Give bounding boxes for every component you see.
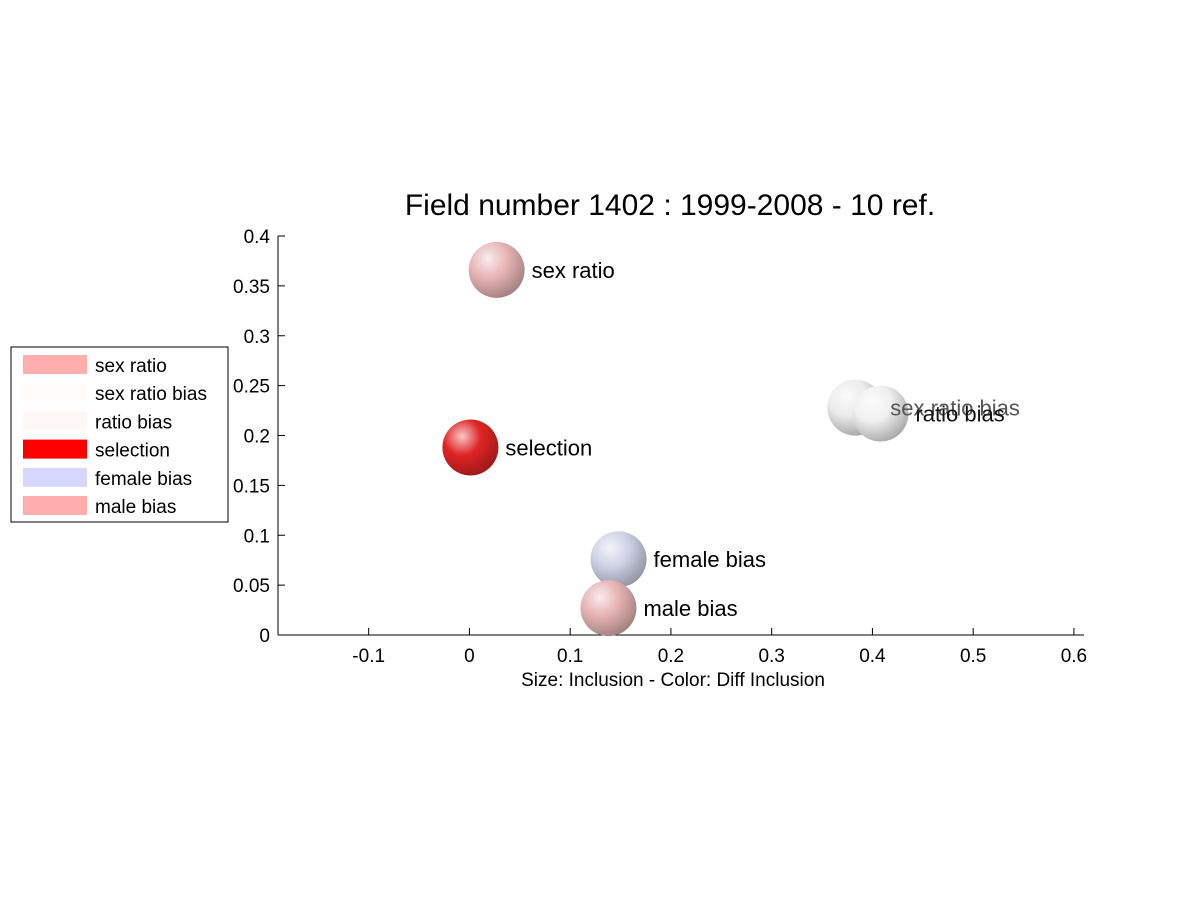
legend-entry: ratio bias	[95, 412, 172, 433]
data-point-selection	[442, 419, 499, 476]
chart-title: Field number 1402 : 1999-2008 - 10 ref.	[405, 189, 935, 222]
x-tick-label: 0.6	[1061, 646, 1087, 667]
point-label: sex ratio	[532, 258, 615, 283]
legend-box	[10, 346, 229, 523]
legend-swatch	[23, 383, 87, 403]
legend-swatch	[23, 467, 87, 487]
y-tick-label: 0.05	[233, 576, 270, 597]
legend-swatch	[23, 411, 87, 431]
point-label: female bias	[654, 547, 767, 572]
legend: sex ratio sex ratio bias ratio bias selecti…	[10, 346, 229, 523]
data-point-ratio-bias	[852, 385, 909, 442]
x-tick-label: 0.5	[960, 646, 986, 667]
y-tick-label: 0.3	[244, 327, 270, 348]
x-axis-title: Size: Inclusion - Color: Diff Inclusion	[521, 670, 825, 691]
point-label: selection	[505, 435, 592, 460]
y-tick-label: 0	[259, 626, 270, 647]
x-tick-label: -0.1	[352, 646, 385, 667]
x-tick-label: 0.4	[859, 646, 886, 667]
legend-entry: female bias	[95, 469, 192, 490]
legend-entry: sex ratio bias	[95, 384, 207, 405]
data-point-sex-ratio	[468, 241, 525, 298]
y-tick-label: 0.35	[233, 277, 270, 298]
y-tick-label: 0.2	[244, 427, 270, 448]
data-point-male-bias	[580, 580, 637, 637]
y-tick-label: 0.4	[244, 227, 271, 248]
legend-entry: male bias	[95, 497, 176, 518]
point-label: male bias	[643, 596, 737, 621]
x-tick-label: 0.1	[557, 646, 583, 667]
legend-swatch	[23, 355, 87, 374]
x-tick-label: 0.2	[658, 646, 684, 667]
x-tick-label: 0.3	[758, 646, 784, 667]
y-tick-label: 0.25	[233, 377, 270, 398]
point-label: ratio bias	[915, 402, 1004, 427]
axes: 0 0.05 0.1 0.15 0.2 0.25 0.3 0.35 0.4 -0.1 0 0.1 0.2…	[233, 227, 1087, 667]
y-tick-label: 0.1	[244, 526, 270, 547]
legend-entry: sex ratio	[95, 356, 167, 377]
point-label: sex ratio bias	[890, 396, 1020, 421]
legend-swatch	[23, 439, 87, 459]
legend-swatch	[23, 496, 87, 515]
y-tick-label: 0.15	[233, 476, 270, 497]
x-tick-label: 0	[464, 646, 475, 667]
data-point-female-bias	[590, 531, 647, 588]
legend-entry: selection	[95, 441, 170, 462]
